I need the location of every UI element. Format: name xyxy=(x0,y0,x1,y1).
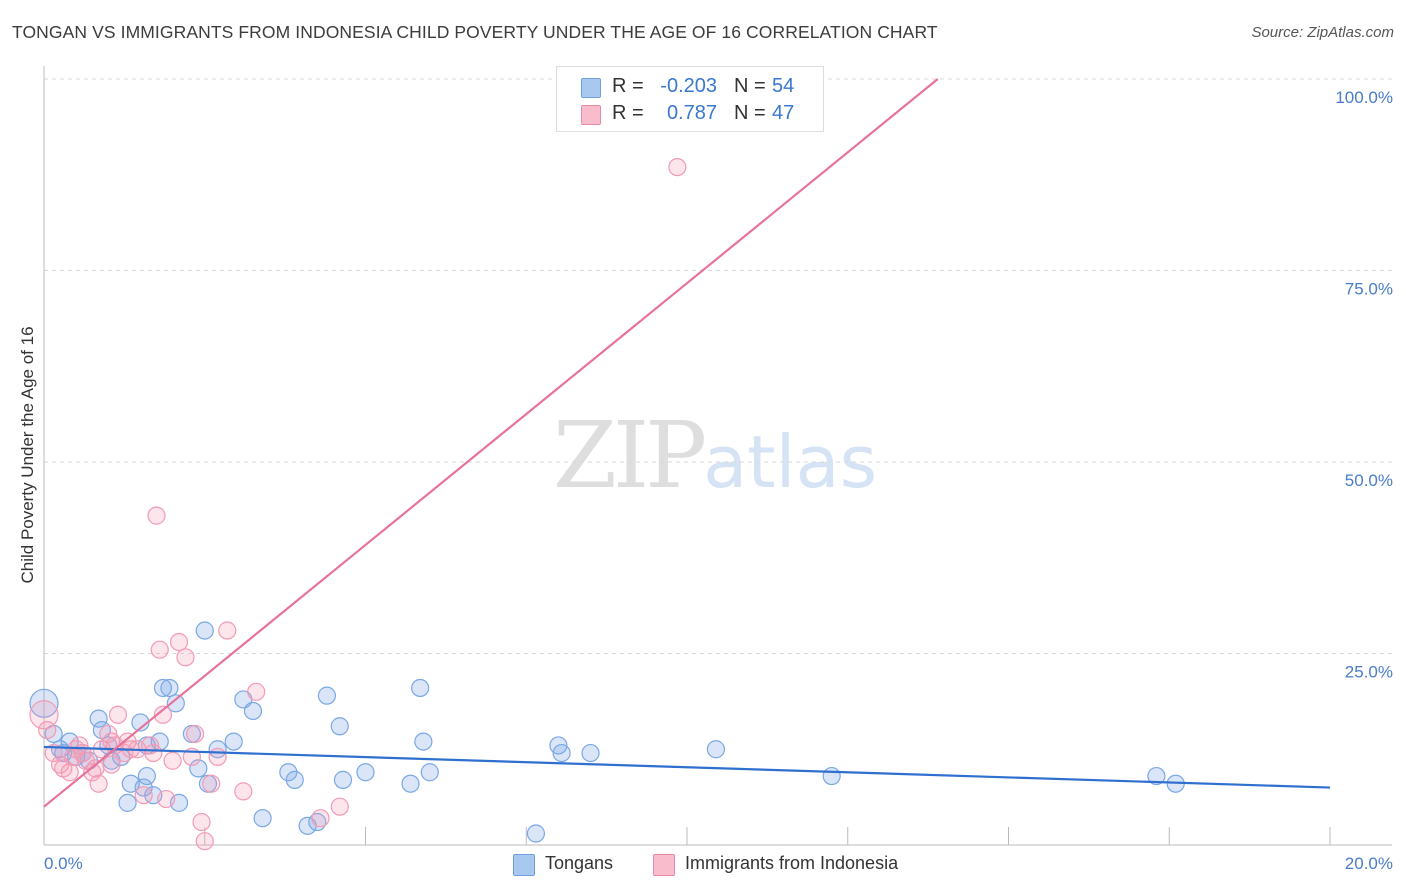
tongans-point xyxy=(526,824,545,843)
tongans-point xyxy=(822,766,841,786)
indonesia-point xyxy=(150,640,169,659)
indonesia-point xyxy=(311,809,330,828)
legend-row-tongans: R = -0.203 N = 54 xyxy=(557,73,823,101)
indonesia-point xyxy=(234,782,253,801)
tongans-point xyxy=(581,743,600,763)
legend-label-indonesia: Immigrants from Indonesia xyxy=(685,853,899,873)
tongans-point xyxy=(420,763,439,782)
tongans-point xyxy=(414,732,433,751)
legend-row-indonesia: R = 0.787 N = 47 xyxy=(557,100,823,128)
indonesia-point xyxy=(38,720,57,740)
x-tick-label: 20.0% xyxy=(1345,854,1393,873)
legend-n-value: 54 xyxy=(772,75,795,97)
y-tick-label: 25.0% xyxy=(1345,663,1393,682)
tongans-point xyxy=(285,770,304,789)
x-tick-label: 0.0% xyxy=(44,854,83,873)
legend-swatch-indonesia xyxy=(653,854,675,876)
tongans-point xyxy=(330,717,349,736)
indonesia-point xyxy=(60,763,79,782)
tongans-point xyxy=(153,678,173,698)
indonesia-point xyxy=(208,747,227,767)
indonesia-point xyxy=(202,774,221,793)
tongans-point xyxy=(1147,766,1166,786)
tongans-point xyxy=(160,678,179,698)
legend-r-value: -0.203 xyxy=(660,75,717,97)
indonesia-point xyxy=(134,786,153,805)
indonesia-point xyxy=(195,832,214,851)
tongans-point xyxy=(243,701,263,721)
watermark: ZIPatlas xyxy=(553,402,877,509)
indonesia-point xyxy=(176,648,195,667)
tongans-point xyxy=(253,809,272,828)
indonesia-point xyxy=(247,682,266,701)
watermark-zip: ZIP xyxy=(553,402,707,509)
legend-r-label: R = xyxy=(612,75,644,97)
indonesia-trend-line xyxy=(43,78,939,808)
tongans-point xyxy=(317,686,337,705)
legend-swatch-tongans xyxy=(581,78,601,98)
tongans-point xyxy=(166,694,185,713)
legend-r-value: 0.787 xyxy=(666,102,717,124)
tongans-point xyxy=(134,778,153,797)
indonesia-point xyxy=(144,743,163,763)
indonesia-point xyxy=(102,755,121,774)
tongans-point xyxy=(356,763,375,782)
indonesia-point xyxy=(153,705,173,724)
tongans-point xyxy=(411,678,430,698)
legend-swatch-indonesia xyxy=(581,105,601,125)
legend-r-label: R = xyxy=(612,102,644,124)
tongans-point xyxy=(89,709,108,728)
tongans-point xyxy=(195,621,214,640)
indonesia-point xyxy=(186,724,205,744)
tongans-point xyxy=(118,793,137,812)
chart-title: TONGAN VS IMMIGRANTS FROM INDONESIA CHIL… xyxy=(12,22,938,42)
stats-legend: R = -0.203 N = 54 R = 0.787 N = 47 xyxy=(556,66,824,132)
tongans-point xyxy=(137,766,156,786)
indonesia-point xyxy=(218,621,237,640)
indonesia-point xyxy=(192,812,211,832)
indonesia-point xyxy=(29,700,59,730)
series-legend: Tongans Immigrants from Indonesia xyxy=(0,852,1406,878)
tongans-point xyxy=(189,759,208,778)
tongans-point xyxy=(224,732,243,751)
indonesia-point xyxy=(157,789,176,809)
legend-n-label: N = xyxy=(734,75,766,97)
indonesia-point xyxy=(330,797,349,816)
indonesia-point xyxy=(147,506,166,525)
indonesia-point xyxy=(44,743,63,763)
indonesia-point xyxy=(163,751,182,770)
y-tick-label: 75.0% xyxy=(1345,280,1393,299)
indonesia-point xyxy=(108,705,128,724)
tongans-point xyxy=(29,688,59,718)
legend-n-value: 47 xyxy=(772,102,795,124)
legend-n-label: N = xyxy=(734,102,766,124)
tongans-point xyxy=(706,740,726,759)
y-tick-label: 100.0% xyxy=(1335,88,1393,107)
indonesia-point xyxy=(169,632,189,652)
indonesia-point xyxy=(668,157,687,177)
indonesia-point xyxy=(89,774,108,793)
tongans-trend-line xyxy=(43,745,1331,789)
source-label: Source: ZipAtlas.com xyxy=(1251,24,1394,41)
legend-label-tongans: Tongans xyxy=(545,853,614,873)
tongans-point xyxy=(401,774,420,793)
legend-swatch-tongans xyxy=(513,854,535,876)
tongans-point xyxy=(552,743,571,763)
tongans-point xyxy=(333,770,353,789)
y-tick-label: 50.0% xyxy=(1345,471,1393,490)
